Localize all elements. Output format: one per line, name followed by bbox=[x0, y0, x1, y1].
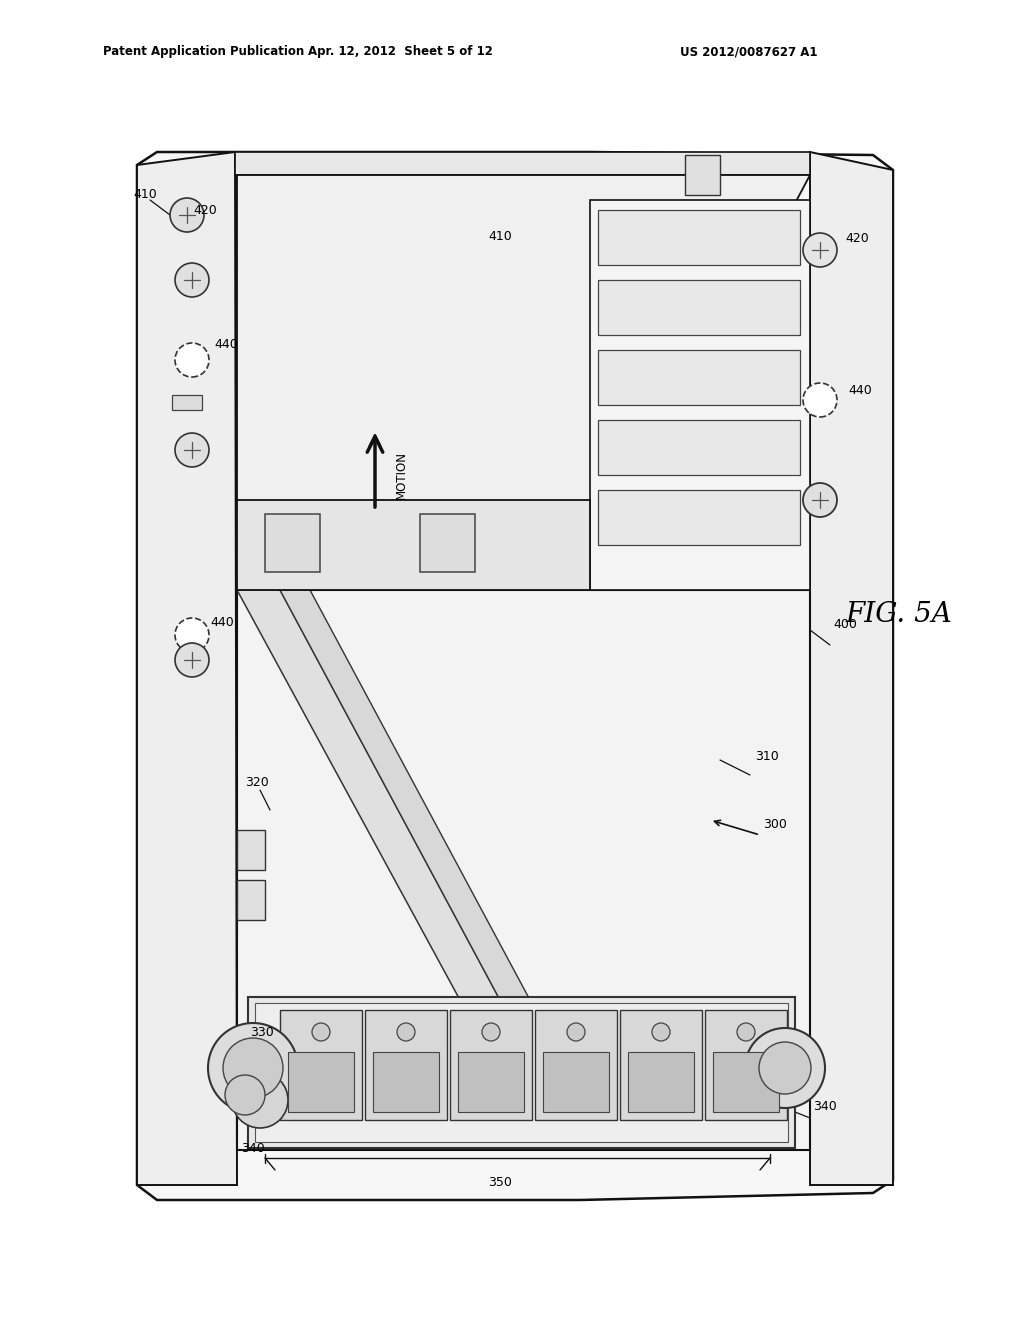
Text: 330: 330 bbox=[250, 1026, 273, 1039]
Circle shape bbox=[652, 1023, 670, 1041]
Polygon shape bbox=[598, 350, 800, 405]
Polygon shape bbox=[590, 201, 810, 590]
Polygon shape bbox=[535, 1010, 617, 1119]
Polygon shape bbox=[172, 395, 202, 411]
Polygon shape bbox=[237, 500, 590, 590]
Polygon shape bbox=[280, 1010, 362, 1119]
Text: 350: 350 bbox=[488, 1176, 512, 1189]
Polygon shape bbox=[810, 152, 893, 1185]
Polygon shape bbox=[265, 513, 319, 572]
Polygon shape bbox=[237, 590, 810, 1150]
Text: Patent Application Publication: Patent Application Publication bbox=[103, 45, 304, 58]
Circle shape bbox=[175, 263, 209, 297]
Text: 340: 340 bbox=[813, 1101, 837, 1114]
Circle shape bbox=[737, 1023, 755, 1041]
Circle shape bbox=[803, 383, 837, 417]
Text: 440: 440 bbox=[214, 338, 238, 351]
Text: 300: 300 bbox=[763, 818, 786, 832]
Circle shape bbox=[397, 1023, 415, 1041]
Polygon shape bbox=[248, 997, 795, 1148]
Text: Apr. 12, 2012  Sheet 5 of 12: Apr. 12, 2012 Sheet 5 of 12 bbox=[307, 45, 493, 58]
Text: US 2012/0087627 A1: US 2012/0087627 A1 bbox=[680, 45, 817, 58]
Text: 320: 320 bbox=[245, 776, 268, 788]
Polygon shape bbox=[280, 590, 530, 1001]
Circle shape bbox=[208, 1023, 298, 1113]
Polygon shape bbox=[620, 1010, 702, 1119]
Polygon shape bbox=[685, 154, 720, 195]
Circle shape bbox=[223, 1038, 283, 1098]
Circle shape bbox=[312, 1023, 330, 1041]
Circle shape bbox=[759, 1041, 811, 1094]
Polygon shape bbox=[705, 1010, 787, 1119]
Text: FIG. 5A: FIG. 5A bbox=[845, 602, 951, 628]
Text: 440: 440 bbox=[848, 384, 871, 396]
Polygon shape bbox=[137, 152, 237, 1185]
Circle shape bbox=[225, 1074, 265, 1115]
Polygon shape bbox=[288, 1052, 354, 1111]
Polygon shape bbox=[237, 590, 500, 1001]
Circle shape bbox=[175, 643, 209, 677]
Polygon shape bbox=[255, 1003, 788, 1142]
Circle shape bbox=[175, 433, 209, 467]
Text: 420: 420 bbox=[193, 203, 217, 216]
Polygon shape bbox=[598, 280, 800, 335]
Circle shape bbox=[567, 1023, 585, 1041]
Polygon shape bbox=[450, 1010, 532, 1119]
Polygon shape bbox=[420, 513, 475, 572]
Circle shape bbox=[232, 1072, 288, 1129]
Polygon shape bbox=[598, 490, 800, 545]
Polygon shape bbox=[543, 1052, 609, 1111]
Polygon shape bbox=[137, 152, 893, 1200]
Text: MOTION: MOTION bbox=[395, 451, 408, 499]
Circle shape bbox=[170, 198, 204, 232]
Circle shape bbox=[803, 234, 837, 267]
Polygon shape bbox=[458, 1052, 524, 1111]
Polygon shape bbox=[628, 1052, 694, 1111]
Polygon shape bbox=[598, 420, 800, 475]
Polygon shape bbox=[365, 1010, 447, 1119]
Circle shape bbox=[482, 1023, 500, 1041]
Text: 400: 400 bbox=[833, 619, 857, 631]
Polygon shape bbox=[373, 1052, 439, 1111]
Circle shape bbox=[175, 343, 209, 378]
Circle shape bbox=[745, 1028, 825, 1107]
Text: 340: 340 bbox=[241, 1142, 265, 1155]
Text: 420: 420 bbox=[845, 231, 868, 244]
Polygon shape bbox=[237, 880, 265, 920]
Circle shape bbox=[175, 618, 209, 652]
Circle shape bbox=[803, 483, 837, 517]
Polygon shape bbox=[234, 152, 810, 176]
Polygon shape bbox=[237, 176, 810, 590]
Text: 410: 410 bbox=[488, 231, 512, 243]
Polygon shape bbox=[598, 210, 800, 265]
Text: 310: 310 bbox=[755, 750, 778, 763]
Text: 440: 440 bbox=[210, 615, 233, 628]
Polygon shape bbox=[713, 1052, 779, 1111]
Polygon shape bbox=[237, 830, 265, 870]
Text: 410: 410 bbox=[133, 189, 157, 202]
